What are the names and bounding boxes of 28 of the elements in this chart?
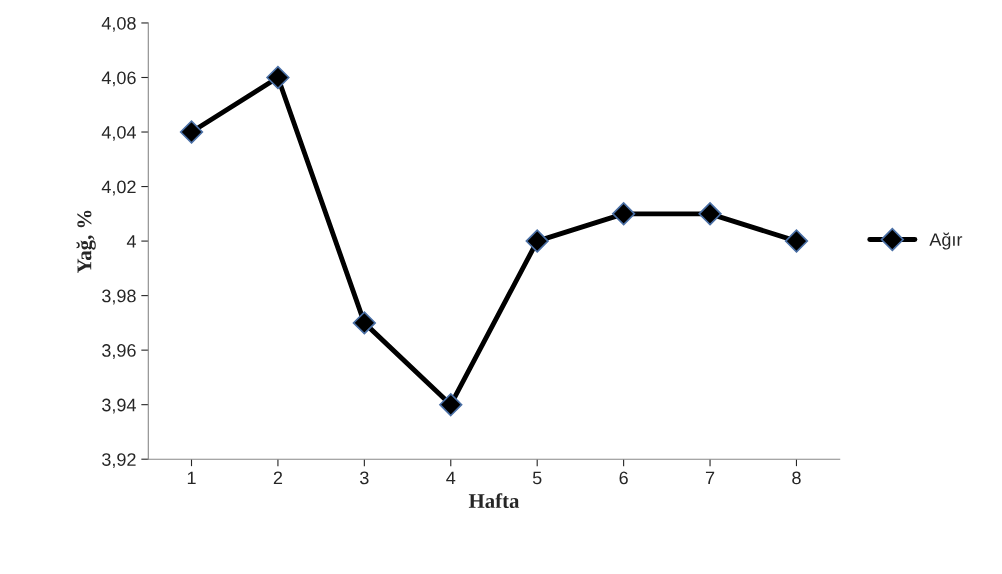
point [784,229,809,253]
y-tick-label: 3,98 [102,289,136,305]
y-axis-title: Yağ, % [76,210,96,274]
point [439,393,463,417]
legend-label: Ağır [929,232,963,250]
point [698,202,722,226]
point [525,229,549,253]
point [266,65,290,90]
point [179,120,204,144]
x-axis-title: Hafta [468,493,520,509]
point [352,311,376,335]
x-tick-label: 2 [273,471,283,485]
x-tick-label: 5 [532,471,542,485]
point [611,202,636,226]
y-tick-label: 3,94 [102,398,136,414]
y-tick-label: 4,08 [101,16,136,32]
y-tick-label: 4,04 [101,125,136,141]
x-tick-label: 1 [187,471,196,485]
x-tick-label: 6 [619,471,628,485]
x-tick-label: 7 [705,471,715,485]
x-tick-label: 8 [792,471,801,485]
y-tick-label: 3,92 [102,453,136,469]
y-tick-label: 4,02 [101,180,136,196]
x-tick-label: 4 [446,471,456,485]
x-tick-label: 3 [360,471,369,485]
y-tick-label: 4,06 [101,71,136,87]
y-tick-label: 4 [126,235,136,248]
y-tick-label: 3,96 [102,344,136,359]
